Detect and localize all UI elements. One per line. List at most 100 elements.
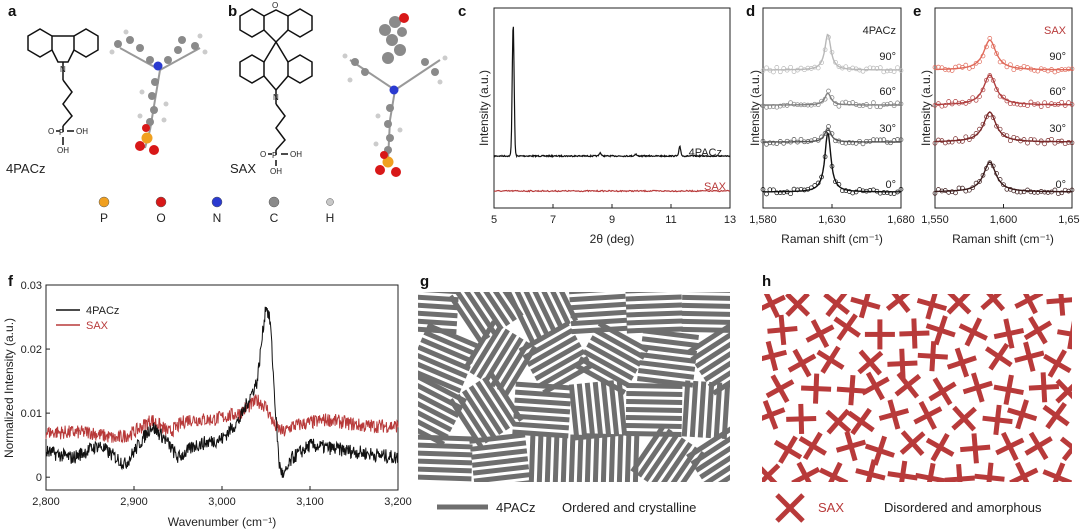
x-tick-label: 11	[665, 214, 676, 226]
x-tick-label: 13	[724, 214, 736, 226]
molecule-bar	[638, 360, 696, 372]
molecule-cross	[1014, 294, 1044, 315]
data-point	[1011, 67, 1017, 73]
molecule-bar	[625, 279, 681, 286]
molecule-name-4pacz: 4PACz	[6, 161, 46, 176]
molecule-bar	[420, 337, 474, 364]
data-point	[833, 179, 838, 185]
data-point	[1069, 66, 1075, 72]
data-point	[829, 95, 835, 100]
molecule-cross	[785, 294, 811, 317]
molecule-bar	[490, 336, 524, 388]
data-point	[843, 140, 849, 146]
atom-symbol: H	[326, 211, 335, 225]
data-point	[833, 138, 838, 144]
molecule-bar	[625, 414, 682, 422]
series-group-f	[45, 306, 399, 478]
molecule-bar	[699, 340, 730, 376]
data-point	[1004, 186, 1010, 192]
molecule-bar	[520, 292, 550, 336]
data-point	[990, 163, 996, 169]
raman-series-0deg: 0°	[760, 130, 904, 197]
molecule-bar	[471, 456, 529, 468]
molecule-bar	[418, 402, 453, 433]
sample-label-d: 4PACz	[863, 25, 896, 37]
molecule-bar	[570, 309, 627, 319]
data-point	[1025, 140, 1030, 146]
angle-label: 0°	[885, 179, 896, 191]
molecule-cross	[816, 345, 845, 374]
legend-label-4pacz: 4PACz	[86, 305, 119, 317]
x-tick-label: 1,550	[921, 214, 949, 226]
molecule-cross	[944, 463, 975, 482]
molecule-bar	[418, 466, 472, 474]
molecule-cross	[928, 377, 957, 406]
molecule-bar	[600, 381, 612, 438]
molecule-cross	[962, 372, 993, 403]
crystal-domain	[681, 380, 730, 440]
molecule-cross	[762, 340, 788, 372]
crystal-domain	[418, 373, 468, 447]
x-tick-label: 3,100	[296, 496, 324, 508]
molecule-bar	[418, 474, 472, 482]
data-point	[1025, 103, 1030, 109]
data-point	[891, 69, 897, 74]
data-point	[843, 64, 849, 70]
data-point	[853, 141, 859, 146]
molecule-bar	[418, 394, 457, 426]
data-point	[760, 187, 766, 192]
data-point	[932, 65, 938, 70]
data-point	[1049, 136, 1054, 142]
sax-o-double: O	[260, 150, 266, 159]
data-point	[808, 185, 814, 191]
data-point	[836, 103, 842, 109]
molecule-cross	[786, 403, 817, 434]
molecule-bar	[448, 398, 484, 448]
molecule-bar	[681, 318, 730, 326]
molecule-bar	[472, 464, 530, 476]
molecule-bar	[473, 472, 530, 482]
molecule-cross	[762, 400, 786, 430]
molecule-cross	[916, 294, 948, 320]
raman-series-90deg: 90°	[932, 36, 1075, 75]
data-point	[939, 103, 945, 109]
data-point	[867, 104, 873, 110]
sax-n-atom: N	[273, 93, 279, 102]
legend-cross-sax	[775, 493, 805, 523]
data-point	[829, 163, 835, 169]
data-point	[970, 185, 976, 191]
panel-f: f 2,800 2,900 3,000 3,100 3,200 0 0.01 0.02 0.03…	[2, 273, 412, 529]
data-point	[777, 69, 783, 75]
data-point	[802, 102, 807, 108]
data-point	[784, 67, 790, 73]
data-point	[1004, 133, 1010, 139]
atom-legend-item-c: C	[268, 196, 280, 225]
molecule-bar	[592, 433, 600, 482]
data-point	[771, 140, 776, 146]
x-axis-label-d: Raman shift (cm⁻¹)	[781, 232, 883, 246]
data-point	[881, 190, 887, 195]
data-point	[1018, 102, 1023, 108]
data-point	[1038, 189, 1044, 194]
molecule-bar	[418, 292, 460, 295]
x-tick-label: 9	[609, 214, 615, 226]
description-h: Disordered and amorphous	[884, 500, 1042, 515]
molecule-bar	[586, 342, 638, 374]
molecule-bar	[682, 279, 738, 285]
data-point	[884, 139, 890, 145]
molecule-bar	[536, 433, 544, 482]
molecule-bar	[418, 366, 462, 394]
molecule-bar	[568, 278, 624, 286]
atom-symbol: P	[100, 211, 108, 225]
fit-line	[935, 161, 1073, 193]
legend-label-sax: SAX	[86, 320, 109, 332]
sax-oh-2: OH	[270, 167, 282, 176]
molecule-bar	[584, 433, 592, 482]
data-point	[874, 104, 880, 109]
molecule-bar	[663, 446, 700, 482]
data-point	[891, 138, 897, 143]
data-point	[884, 68, 890, 74]
data-point	[798, 102, 804, 108]
data-point	[884, 190, 890, 196]
molecule-bar	[569, 293, 626, 303]
